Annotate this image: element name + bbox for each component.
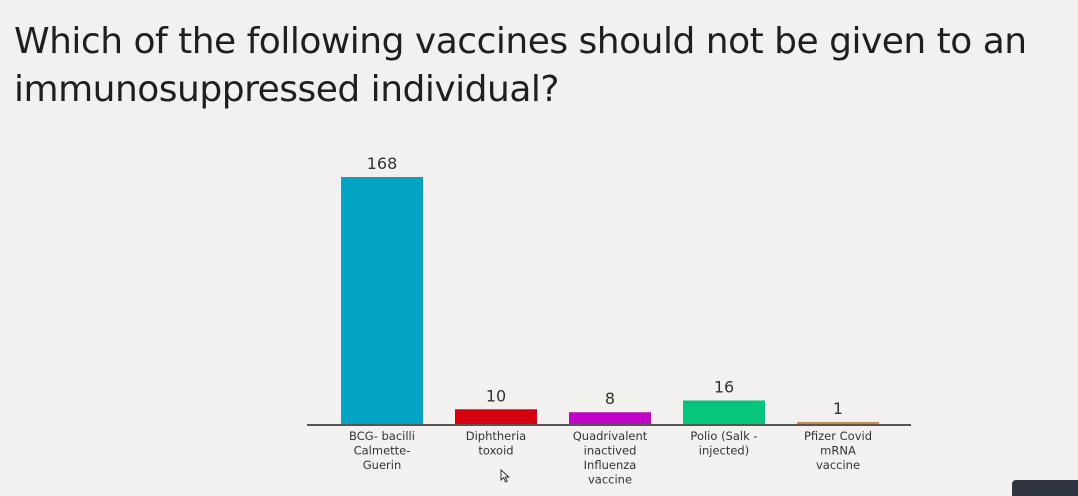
category-label-line: Diphtheria [466, 429, 526, 443]
bar-1 [455, 409, 537, 424]
bar-2 [569, 412, 651, 424]
category-label-3: Polio (Salk -injected) [690, 429, 757, 458]
bar-3 [683, 400, 765, 424]
bar-value-label-4: 1 [833, 399, 843, 418]
category-label-line: toxoid [478, 444, 513, 458]
category-label-1: Diphtheria toxoid [466, 429, 526, 458]
category-label-line: Polio (Salk - [690, 429, 757, 443]
category-label-line: vaccine [816, 458, 860, 472]
bar-value-label-1: 10 [486, 386, 506, 405]
category-label-line: Influenza [584, 458, 637, 472]
category-label-line: Pfizer Covid [804, 429, 872, 443]
corner-control-panel[interactable] [1012, 480, 1078, 496]
category-label-line: Guerin [363, 458, 402, 472]
mouse-pointer-icon [500, 469, 510, 483]
category-label-line: injected) [699, 444, 749, 458]
category-label-line: Quadrivalent [573, 429, 648, 443]
category-label-4: Pfizer Covid mRNA vaccine [804, 429, 872, 472]
category-label-line: mRNA [820, 444, 856, 458]
category-label-line: Calmette- [354, 444, 411, 458]
category-label-2: Quadrivalent inactived Influenza vaccine [573, 429, 648, 487]
category-label-line: inactived [584, 444, 637, 458]
question-title: Which of the following vaccines should n… [14, 21, 1027, 110]
bar-0 [341, 177, 423, 424]
category-label-0: BCG- bacilli Calmette-Guerin [349, 429, 415, 472]
bar-value-label-2: 8 [605, 389, 615, 408]
bar-4 [797, 422, 879, 424]
bar-value-label-0: 168 [367, 154, 398, 173]
category-label-line: vaccine [588, 473, 632, 487]
bar-value-label-3: 16 [714, 377, 734, 396]
category-label-line: BCG- bacilli [349, 429, 415, 443]
